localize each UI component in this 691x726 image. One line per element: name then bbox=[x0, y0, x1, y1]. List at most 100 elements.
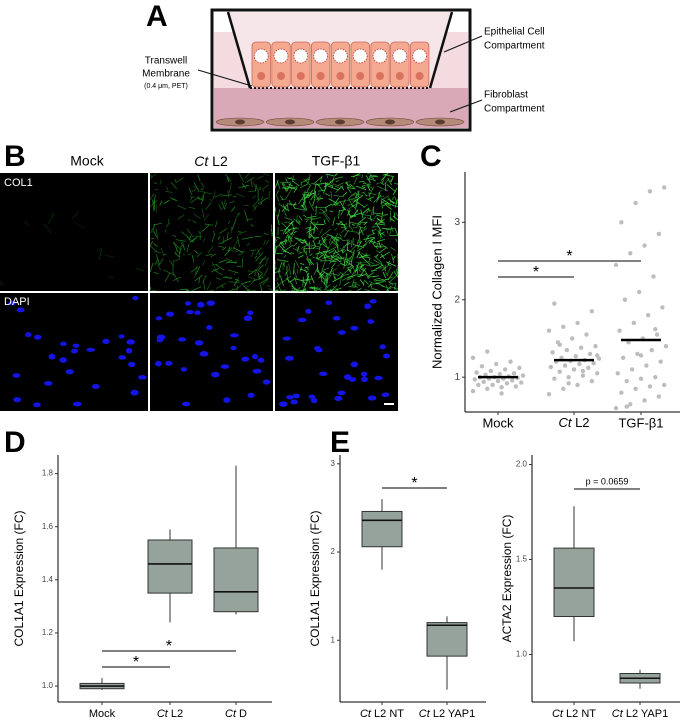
collagen-fiber bbox=[294, 276, 298, 285]
collagen-fiber bbox=[265, 239, 270, 245]
collagen-fiber bbox=[224, 173, 232, 182]
collagen-fiber bbox=[362, 281, 365, 286]
point bbox=[629, 367, 635, 372]
collagen-fiber bbox=[284, 229, 291, 235]
collagen-fiber bbox=[49, 212, 56, 216]
nucleus bbox=[252, 368, 262, 374]
collagen-fiber bbox=[339, 233, 342, 237]
collagen-fiber bbox=[216, 277, 222, 281]
point bbox=[644, 363, 649, 368]
collagen-fiber bbox=[218, 259, 227, 264]
collagen-fiber bbox=[316, 262, 319, 273]
y-tick-label: 2 bbox=[454, 294, 460, 305]
collagen-fiber bbox=[258, 256, 267, 265]
collagen-fiber bbox=[207, 245, 214, 254]
collagen-fiber bbox=[194, 274, 203, 282]
point bbox=[645, 313, 651, 318]
collagen-fiber bbox=[348, 223, 354, 232]
collagen-fiber bbox=[277, 259, 289, 262]
collagen-fiber bbox=[200, 182, 205, 188]
collagen-fiber bbox=[345, 257, 350, 266]
collagen-fiber bbox=[370, 264, 379, 267]
collagen-fiber bbox=[359, 226, 364, 236]
collagen-fiber bbox=[370, 283, 373, 290]
nucleus bbox=[206, 300, 216, 306]
collagen-fiber bbox=[337, 246, 339, 252]
collagen-fiber bbox=[211, 263, 219, 266]
point bbox=[548, 364, 553, 370]
collagen-fiber bbox=[282, 227, 288, 235]
collagen-fiber bbox=[337, 220, 343, 226]
collagen-fiber bbox=[332, 217, 336, 226]
nucleus bbox=[220, 364, 230, 369]
panel-letter: A bbox=[146, 0, 168, 33]
collagen-fiber bbox=[370, 240, 377, 244]
nucleus bbox=[138, 375, 147, 380]
collagen-fiber bbox=[357, 240, 362, 248]
collagen-fiber bbox=[283, 260, 286, 266]
collagen-fiber bbox=[324, 203, 332, 209]
point bbox=[546, 328, 552, 333]
collagen-fiber bbox=[386, 285, 392, 292]
collagen-fiber bbox=[252, 199, 261, 207]
collagen-fiber bbox=[340, 226, 348, 234]
collagen-fiber bbox=[302, 193, 310, 197]
collagen-fiber bbox=[190, 196, 199, 204]
collagen-fiber bbox=[152, 228, 155, 233]
chlamydia-inclusion bbox=[253, 48, 269, 64]
nucleus bbox=[316, 72, 325, 80]
collagen-fiber bbox=[363, 225, 367, 230]
collagen-fiber bbox=[302, 201, 305, 213]
collagen-fiber bbox=[372, 218, 380, 228]
collagen-fiber bbox=[149, 262, 154, 273]
collagen-fiber bbox=[358, 254, 371, 259]
collagen-fiber bbox=[235, 193, 245, 198]
collagen-fiber bbox=[197, 196, 201, 200]
collagen-fiber bbox=[206, 281, 212, 292]
point bbox=[578, 345, 584, 350]
point bbox=[662, 185, 667, 190]
collagen-fiber bbox=[258, 264, 264, 270]
collagen-fiber bbox=[244, 285, 250, 287]
chart: 1 2 3 Normalized Collagen I MFI Mock Ct L2 TGF… bbox=[429, 172, 680, 430]
collagen-fiber bbox=[347, 240, 349, 251]
collagen-fiber bbox=[224, 202, 228, 210]
collagen-fiber bbox=[325, 193, 331, 197]
micrograph bbox=[0, 173, 148, 291]
collagen-fiber bbox=[367, 185, 371, 192]
nucleus bbox=[184, 301, 192, 306]
collagen-fiber bbox=[222, 236, 225, 245]
significance-label: * bbox=[533, 264, 539, 281]
collagen-fiber bbox=[375, 194, 382, 203]
nucleus bbox=[278, 401, 288, 407]
collagen-fiber bbox=[319, 208, 325, 212]
collagen-fiber bbox=[244, 172, 250, 179]
collagen-fiber bbox=[325, 278, 327, 290]
collagen-fiber bbox=[378, 218, 385, 225]
collagen-fiber bbox=[150, 225, 156, 234]
collagen-fiber bbox=[248, 269, 257, 276]
collagen-fiber bbox=[228, 220, 231, 225]
collagen-fiber bbox=[368, 272, 374, 277]
collagen-fiber bbox=[392, 187, 398, 196]
collagen-fiber bbox=[354, 192, 362, 196]
collagen-fiber bbox=[318, 287, 322, 290]
point bbox=[638, 353, 644, 358]
collagen-fiber bbox=[386, 266, 392, 276]
collagen-fiber bbox=[75, 222, 85, 230]
collagen-fiber bbox=[200, 196, 205, 205]
collagen-fiber bbox=[325, 182, 334, 187]
y-tick-label: 1.5 bbox=[516, 555, 528, 564]
collagen-fiber bbox=[255, 247, 262, 255]
collagen-fiber bbox=[383, 276, 394, 282]
point bbox=[557, 342, 562, 347]
collagen-fiber bbox=[381, 243, 388, 249]
nucleus bbox=[128, 361, 136, 368]
collagen-fiber bbox=[198, 277, 201, 284]
chlamydia-inclusion bbox=[392, 48, 408, 64]
collagen-fiber bbox=[291, 220, 294, 224]
collagen-fiber bbox=[150, 173, 152, 178]
collagen-fiber bbox=[360, 209, 364, 219]
y-tick-label: 3 bbox=[331, 459, 336, 468]
collagen-fiber bbox=[371, 226, 379, 228]
